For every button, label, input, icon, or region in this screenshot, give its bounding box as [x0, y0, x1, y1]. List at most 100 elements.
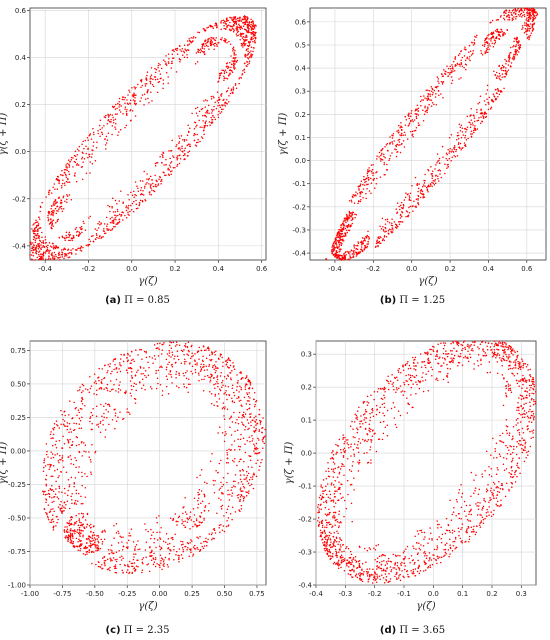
scatter-point: [333, 245, 335, 247]
scatter-point: [223, 530, 226, 533]
scatter-point: [253, 430, 255, 432]
scatter-point: [247, 492, 250, 494]
scatter-point: [198, 49, 200, 52]
scatter-point: [194, 523, 196, 525]
scatter-point: [262, 440, 264, 443]
scatter-point: [194, 353, 196, 355]
scatter-point: [159, 537, 161, 539]
scatter-point: [168, 552, 171, 555]
scatter-point: [490, 38, 492, 40]
scatter-point: [222, 406, 225, 409]
scatter-point: [113, 106, 116, 108]
scatter-point: [63, 425, 66, 427]
scatter-point: [108, 423, 110, 426]
scatter-point: [72, 463, 75, 466]
scatter-point: [187, 354, 190, 356]
scatter-point: [156, 563, 158, 565]
scatter-point: [213, 368, 215, 370]
scatter-point: [31, 249, 33, 252]
scatter-point: [396, 143, 399, 146]
scatter-point: [378, 156, 380, 158]
scatter-point: [491, 32, 493, 35]
scatter-point: [485, 113, 488, 115]
scatter-point: [203, 124, 206, 127]
scatter-point: [232, 31, 235, 33]
scatter-point: [351, 222, 354, 225]
scatter-point: [67, 540, 69, 542]
scatter-point: [75, 489, 78, 491]
scatter-point: [255, 400, 257, 403]
scatter-point: [366, 177, 368, 179]
scatter-point: [60, 186, 63, 189]
scatter-point: [531, 10, 533, 12]
scatter-point: [175, 341, 178, 344]
scatter-point: [213, 116, 215, 119]
scatter-point: [160, 178, 163, 181]
scatter-point: [202, 120, 204, 122]
scatter-point: [249, 416, 252, 418]
scatter-point: [118, 550, 120, 552]
scatter-point: [437, 90, 440, 92]
scatter-point: [460, 124, 463, 126]
scatter-point: [450, 82, 453, 85]
scatter-point: [157, 382, 159, 385]
scatter-point: [236, 17, 239, 20]
scatter-point: [106, 225, 108, 228]
scatter-point: [63, 531, 66, 533]
scatter-point: [334, 255, 337, 258]
scatter-point: [222, 384, 224, 387]
scatter-point: [73, 422, 75, 425]
scatter-point: [444, 72, 446, 75]
scatter-point: [64, 255, 66, 257]
scatter-point: [232, 362, 234, 364]
scatter-point: [220, 459, 222, 462]
scatter-point: [185, 377, 188, 380]
scatter-point: [486, 42, 489, 45]
scatter-point: [152, 563, 155, 566]
scatter-point: [238, 25, 241, 27]
scatter-point: [119, 364, 121, 366]
scatter-point: [54, 203, 56, 205]
scatter-point: [441, 83, 444, 85]
scatter-point: [352, 256, 355, 258]
scatter-point: [196, 60, 199, 63]
scatter-point: [126, 114, 128, 117]
scatter-point: [237, 482, 240, 484]
scatter-point: [88, 217, 90, 219]
scatter-point: [146, 178, 148, 180]
scatter-point: [437, 80, 439, 82]
scatter-point: [226, 520, 228, 522]
scatter-point: [49, 510, 52, 512]
scatter-point: [358, 200, 360, 202]
scatter-point: [203, 510, 206, 512]
scatter-point: [122, 545, 125, 548]
scatter-point: [409, 205, 412, 208]
scatter-point: [535, 11, 538, 13]
scatter-point: [67, 442, 70, 444]
scatter-point: [235, 54, 237, 56]
scatter-point: [67, 170, 70, 173]
scatter-point: [430, 99, 433, 102]
scatter-point: [343, 254, 345, 256]
scatter-point: [109, 569, 111, 572]
scatter-point: [247, 379, 250, 382]
scatter-point: [231, 486, 233, 489]
scatter-point: [391, 143, 394, 145]
scatter-point: [241, 44, 244, 46]
scatter-point: [342, 256, 345, 258]
scatter-point: [211, 532, 213, 534]
scatter-point: [502, 69, 505, 72]
scatter-point: [188, 378, 190, 380]
scatter-point: [162, 540, 165, 543]
scatter-point: [38, 216, 40, 218]
scatter-point: [101, 531, 104, 533]
scatter-point: [409, 115, 412, 118]
scatter-point: [364, 240, 366, 242]
scatter-point: [417, 190, 419, 193]
scatter-point: [244, 18, 246, 21]
scatter-point: [197, 50, 199, 53]
scatter-point: [107, 132, 110, 134]
scatter-point: [75, 231, 78, 233]
scatter-point: [459, 129, 462, 132]
scatter-point: [231, 370, 233, 372]
